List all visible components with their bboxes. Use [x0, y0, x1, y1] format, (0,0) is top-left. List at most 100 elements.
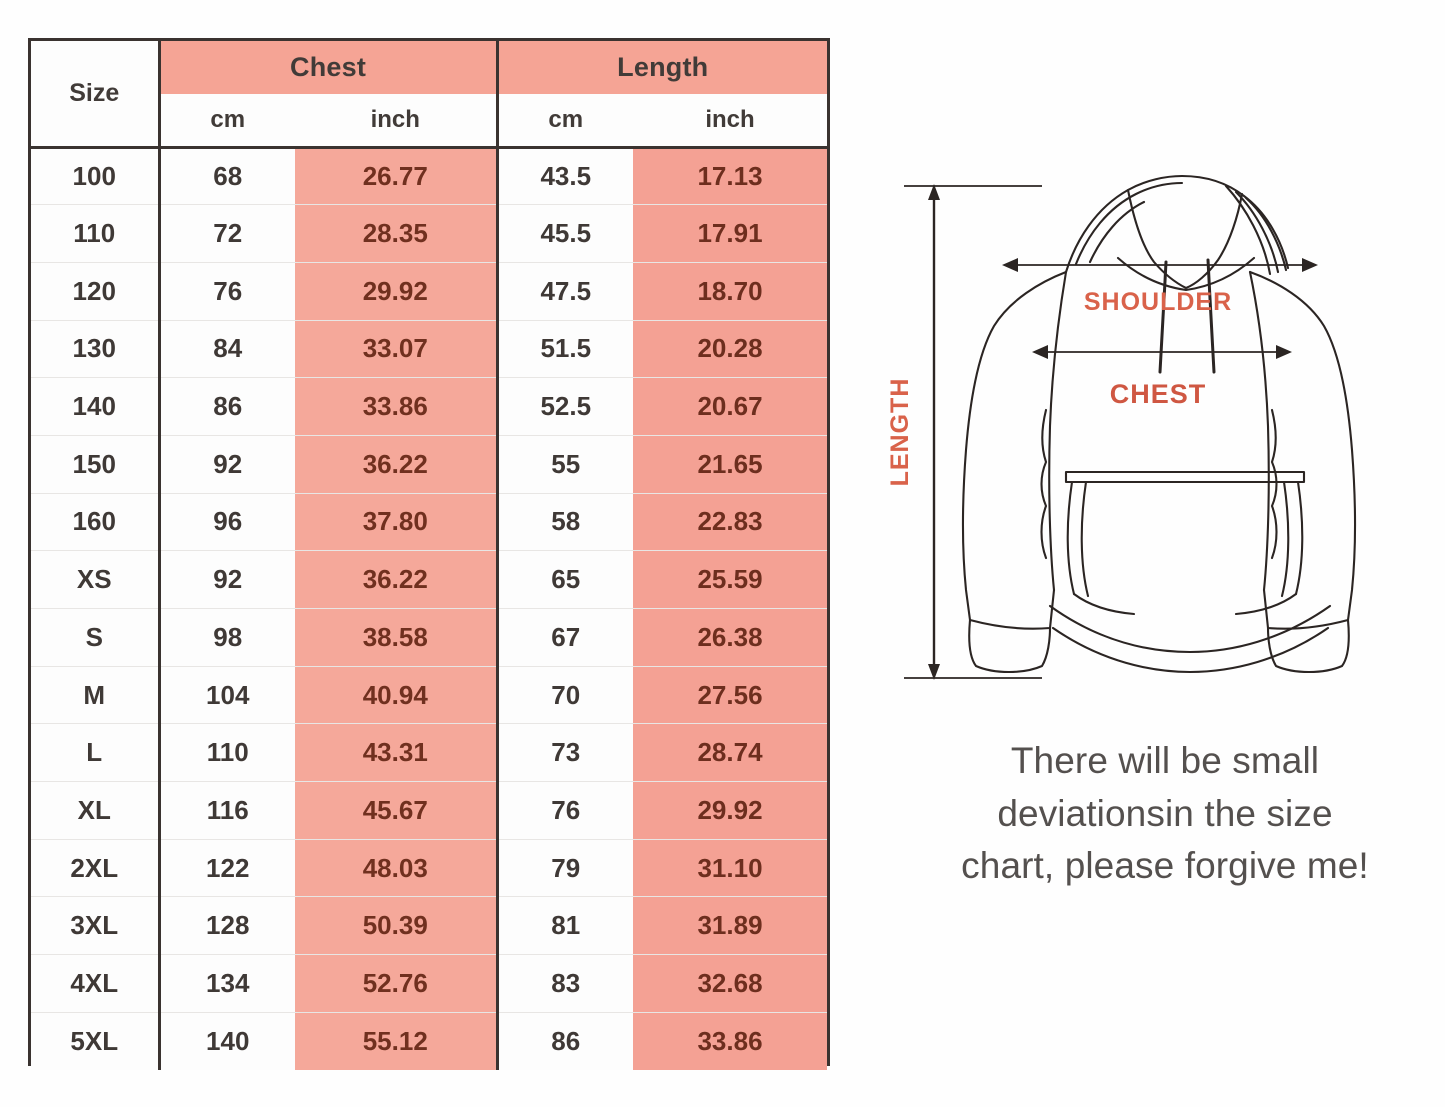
column-header-length-cm: cm — [495, 94, 634, 149]
hoodie-outline-icon — [961, 174, 1357, 674]
cell-chest-cm-100: 68 — [157, 147, 295, 205]
cell-size-140: 140 — [31, 377, 159, 436]
cell-chest-cm-140: 86 — [157, 377, 295, 436]
cell-size-4XL: 4XL — [31, 954, 159, 1013]
diagram-label-shoulder: SHOULDER — [1084, 288, 1232, 316]
cell-length-inch-2XL: 31.10 — [633, 838, 828, 897]
table-row: 120 76 29.92 47.5 18.70 — [31, 261, 828, 321]
header-group-row: Size Chest Length — [31, 41, 828, 149]
cell-chest-inch-5XL: 55.12 — [295, 1011, 498, 1070]
cell-chest-cm-XL: 116 — [157, 781, 295, 840]
cell-chest-inch-XL: 45.67 — [295, 781, 498, 840]
cell-length-cm-4XL: 83 — [495, 954, 634, 1013]
caption-line-3: chart, please forgive me! — [961, 845, 1369, 887]
cell-chest-cm-3XL: 128 — [157, 896, 295, 955]
cell-size-M: M — [31, 665, 159, 724]
table-row: M 104 40.94 70 27.56 — [31, 665, 828, 724]
cell-chest-cm-130: 84 — [157, 319, 295, 378]
cell-length-inch-120: 18.70 — [633, 261, 828, 321]
cell-chest-cm-160: 96 — [157, 492, 295, 551]
table-header: Size Chest Length cm inch cm inch — [31, 41, 828, 149]
cell-length-cm-S: 67 — [495, 608, 634, 667]
measurement-guides — [904, 184, 1318, 680]
cell-length-inch-130: 20.28 — [633, 319, 828, 378]
cell-length-inch-160: 22.83 — [633, 492, 828, 551]
column-header-length-inch: inch — [633, 94, 828, 149]
header-unit-row: cm inch cm inch — [31, 94, 828, 149]
caption-line-2: deviationsin the size — [997, 792, 1333, 834]
size-chart-table-container: Size Chest Length cm inch cm inch 100 68 2… — [28, 38, 830, 1070]
cell-length-inch-140: 20.67 — [633, 377, 828, 436]
cell-size-2XL: 2XL — [31, 838, 159, 897]
cell-size-120: 120 — [31, 261, 159, 321]
cell-length-inch-150: 21.65 — [633, 434, 828, 494]
cell-chest-inch-130: 33.07 — [295, 319, 498, 378]
cell-length-inch-3XL: 31.89 — [633, 896, 828, 955]
cell-size-XS: XS — [31, 550, 159, 609]
hoodie-measurement-diagram: LENGTH SHOULDER CHEST — [886, 150, 1430, 695]
table-row: S 98 38.58 67 26.38 — [31, 608, 828, 667]
cell-size-S: S — [31, 608, 159, 667]
cell-chest-cm-L: 110 — [157, 723, 295, 782]
cell-length-inch-4XL: 32.68 — [633, 954, 828, 1013]
caption-line-1: There will be small — [1010, 740, 1320, 781]
cell-length-cm-XL: 76 — [495, 781, 634, 840]
cell-chest-cm-110: 72 — [157, 204, 295, 263]
cell-chest-cm-120: 76 — [157, 261, 295, 321]
cell-chest-inch-100: 26.77 — [295, 147, 498, 205]
table-row: XL 116 45.67 76 29.92 — [31, 781, 828, 840]
cell-length-cm-100: 43.5 — [495, 147, 634, 205]
cell-chest-cm-XS: 92 — [157, 550, 295, 609]
cell-chest-inch-M: 40.94 — [295, 665, 498, 724]
cell-chest-inch-2XL: 48.03 — [295, 838, 498, 897]
cell-size-110: 110 — [31, 204, 159, 263]
cell-chest-inch-110: 28.35 — [295, 204, 498, 263]
column-header-size: Size — [31, 41, 159, 149]
cell-length-cm-2XL: 79 — [495, 838, 634, 897]
table-row: 100 68 26.77 43.5 17.13 — [31, 147, 828, 205]
cell-length-inch-110: 17.91 — [633, 204, 828, 263]
table-row: 5XL 140 55.12 86 33.86 — [31, 1011, 828, 1070]
illustration-panel: LENGTH SHOULDER CHEST There will be smal… — [880, 0, 1445, 1107]
cell-size-3XL: 3XL — [31, 896, 159, 955]
cell-chest-inch-120: 29.92 — [295, 261, 498, 321]
cell-chest-cm-M: 104 — [157, 665, 295, 724]
cell-length-cm-3XL: 81 — [495, 896, 634, 955]
cell-length-inch-100: 17.13 — [633, 147, 828, 205]
cell-size-XL: XL — [31, 781, 159, 840]
table-body: 100 68 26.77 43.5 17.13 110 72 28.35 45.5 17.91 12… — [31, 147, 828, 1070]
cell-chest-inch-160: 37.80 — [295, 492, 498, 551]
table-row: 130 84 33.07 51.5 20.28 — [31, 319, 828, 378]
cell-chest-inch-S: 38.58 — [295, 608, 498, 667]
cell-length-inch-S: 26.38 — [633, 608, 828, 667]
cell-length-cm-130: 51.5 — [495, 319, 634, 378]
cell-length-inch-L: 28.74 — [633, 723, 828, 782]
disclaimer-caption: There will be small deviationsin the siz… — [900, 735, 1430, 893]
table-row: 140 86 33.86 52.5 20.67 — [31, 377, 828, 436]
column-group-header-chest: Chest — [157, 41, 498, 94]
hoodie-diagram-svg: LENGTH SHOULDER CHEST — [886, 174, 1357, 680]
cell-size-5XL: 5XL — [31, 1011, 159, 1070]
cell-chest-inch-140: 33.86 — [295, 377, 498, 436]
cell-chest-cm-4XL: 134 — [157, 954, 295, 1013]
cell-length-inch-XS: 25.59 — [633, 550, 828, 609]
cell-size-130: 130 — [31, 319, 159, 378]
table-row: 110 72 28.35 45.5 17.91 — [31, 204, 828, 263]
cell-length-cm-XS: 65 — [495, 550, 634, 609]
cell-size-160: 160 — [31, 492, 159, 551]
column-header-chest-cm: cm — [157, 94, 295, 149]
table-row: XS 92 36.22 65 25.59 — [31, 550, 828, 609]
cell-length-cm-160: 58 — [495, 492, 634, 551]
cell-chest-inch-4XL: 52.76 — [295, 954, 498, 1013]
cell-length-cm-150: 55 — [495, 434, 634, 494]
diagram-label-chest: CHEST — [1110, 379, 1207, 409]
cell-chest-cm-S: 98 — [157, 608, 295, 667]
cell-chest-cm-5XL: 140 — [157, 1011, 295, 1070]
column-header-chest-inch: inch — [295, 94, 498, 149]
cell-length-cm-M: 70 — [495, 665, 634, 724]
cell-length-cm-110: 45.5 — [495, 204, 634, 263]
cell-length-cm-140: 52.5 — [495, 377, 634, 436]
cell-length-cm-120: 47.5 — [495, 261, 634, 321]
table-row: 4XL 134 52.76 83 32.68 — [31, 954, 828, 1013]
